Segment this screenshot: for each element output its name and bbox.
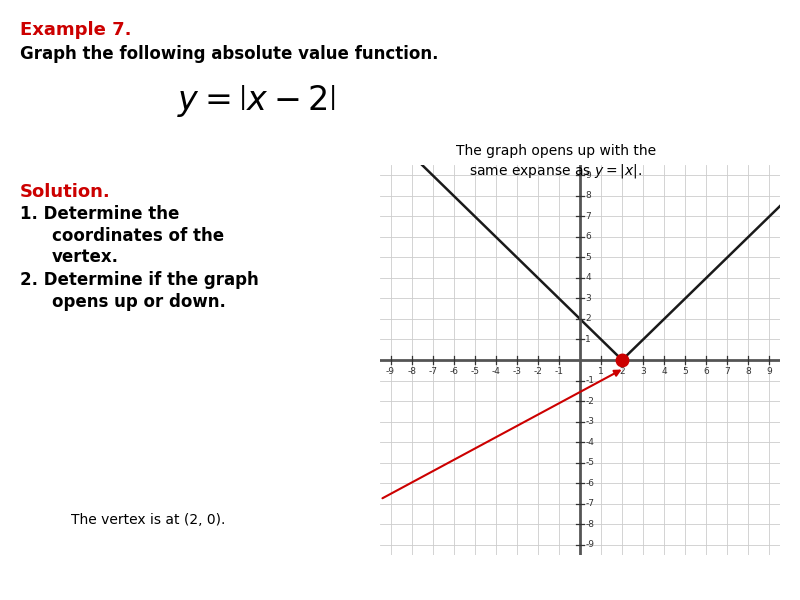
Text: Example 7.: Example 7. — [20, 21, 131, 39]
Text: 5: 5 — [682, 367, 688, 376]
Text: -7: -7 — [586, 499, 594, 508]
Text: Solution.: Solution. — [20, 183, 110, 201]
Text: The vertex is at (2, 0).: The vertex is at (2, 0). — [71, 513, 225, 527]
Text: 8: 8 — [586, 191, 591, 200]
Text: -3: -3 — [512, 367, 522, 376]
Text: 3: 3 — [640, 367, 646, 376]
Text: -8: -8 — [407, 367, 416, 376]
Text: 2: 2 — [586, 314, 591, 323]
Text: 7: 7 — [586, 212, 591, 221]
Text: 2. Determine if the graph: 2. Determine if the graph — [20, 271, 258, 289]
Text: -1: -1 — [586, 376, 594, 385]
Text: -2: -2 — [586, 397, 594, 406]
Text: -1: -1 — [554, 367, 563, 376]
Text: opens up or down.: opens up or down. — [52, 293, 226, 311]
Text: 1. Determine the: 1. Determine the — [20, 205, 179, 223]
Text: The graph opens up with the: The graph opens up with the — [456, 144, 656, 158]
Text: same expanse as $y = |x|$.: same expanse as $y = |x|$. — [470, 162, 642, 180]
Text: $y = \left|x - 2\right|$: $y = \left|x - 2\right|$ — [177, 83, 335, 119]
Text: -5: -5 — [586, 458, 594, 467]
Text: -6: -6 — [449, 367, 458, 376]
Text: coordinates of the: coordinates of the — [52, 227, 224, 245]
Text: 1: 1 — [586, 335, 591, 344]
Text: 7: 7 — [725, 367, 730, 376]
Text: -6: -6 — [586, 479, 594, 488]
Text: 5: 5 — [586, 253, 591, 262]
Text: 6: 6 — [703, 367, 709, 376]
Text: 9: 9 — [586, 171, 591, 180]
Text: -3: -3 — [586, 417, 594, 426]
Text: 9: 9 — [766, 367, 772, 376]
Text: 2: 2 — [619, 367, 625, 376]
Text: Graph the following absolute value function.: Graph the following absolute value funct… — [20, 45, 438, 63]
Text: 4: 4 — [586, 274, 591, 283]
Text: -2: -2 — [534, 367, 542, 376]
Text: -4: -4 — [586, 437, 594, 446]
Text: -7: -7 — [428, 367, 437, 376]
Text: 8: 8 — [746, 367, 751, 376]
Text: 3: 3 — [586, 294, 591, 303]
Text: -8: -8 — [586, 520, 594, 529]
Text: -5: -5 — [470, 367, 479, 376]
Text: 4: 4 — [662, 367, 667, 376]
Text: -9: -9 — [386, 367, 395, 376]
Text: -4: -4 — [491, 367, 500, 376]
Text: -9: -9 — [586, 540, 594, 549]
Text: 6: 6 — [586, 232, 591, 241]
Text: 1: 1 — [598, 367, 604, 376]
Text: vertex.: vertex. — [52, 248, 119, 266]
